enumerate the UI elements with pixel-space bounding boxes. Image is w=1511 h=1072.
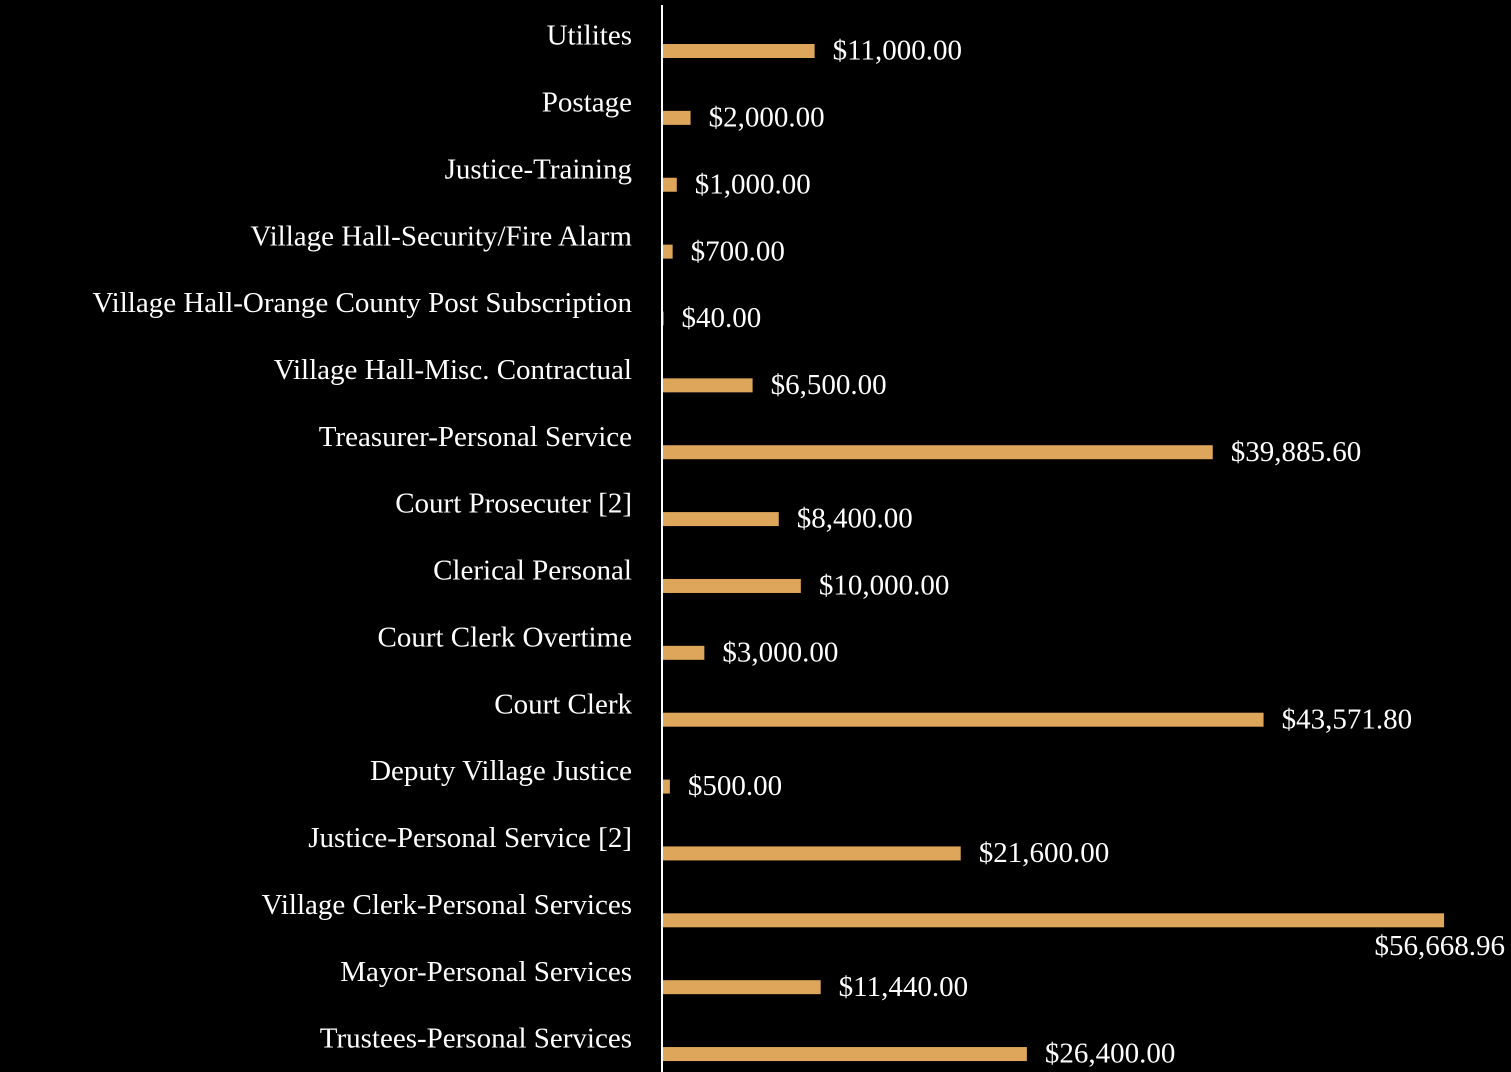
category-label: Justice-Training: [445, 153, 632, 185]
data-label: $1,000.00: [695, 168, 811, 200]
bar: [663, 846, 961, 861]
category-label: Court Prosecuter [2]: [395, 488, 632, 520]
data-label: $2,000.00: [709, 102, 825, 134]
bar: [663, 779, 670, 794]
bar: [663, 645, 705, 660]
category-label: Court Clerk Overtime: [377, 621, 632, 653]
data-label: $6,500.00: [771, 369, 887, 401]
bar: [663, 445, 1213, 460]
data-label: $11,440.00: [839, 971, 968, 1003]
category-label: Court Clerk: [494, 688, 632, 720]
category-label: Village Hall-Security/Fire Alarm: [250, 220, 632, 252]
data-label: $10,000.00: [819, 570, 950, 602]
category-label: Treasurer-Personal Service: [319, 421, 632, 453]
bar: [663, 913, 1445, 928]
bar: [663, 44, 815, 58]
bar: [663, 110, 691, 125]
bar: [663, 311, 664, 326]
category-label: Postage: [542, 87, 632, 119]
bar: [663, 244, 673, 259]
data-label: $500.00: [688, 770, 782, 802]
category-label: Trustees-Personal Services: [320, 1023, 632, 1055]
bar: [663, 378, 753, 393]
data-label: $11,000.00: [833, 35, 962, 67]
data-label: $700.00: [691, 235, 785, 267]
data-label: $56,668.96: [1375, 930, 1506, 962]
category-label: Village Hall-Orange County Post Subscrip…: [92, 287, 632, 319]
category-label: Utilites: [547, 20, 632, 52]
data-label: $3,000.00: [722, 636, 838, 668]
category-label: Mayor-Personal Services: [340, 956, 632, 988]
data-label: $43,571.80: [1282, 703, 1413, 735]
bar: [663, 712, 1264, 727]
data-label: $40.00: [682, 302, 762, 334]
data-label: $39,885.60: [1231, 436, 1362, 468]
category-label: Village Hall-Misc. Contractual: [274, 354, 632, 386]
category-label: Village Clerk-Personal Services: [262, 889, 632, 921]
category-label: Clerical Personal: [433, 555, 632, 587]
bar: [663, 177, 677, 192]
category-label: Justice-Personal Service [2]: [308, 822, 632, 854]
data-label: $8,400.00: [797, 503, 913, 535]
bar: [663, 980, 821, 995]
category-label: Deputy Village Justice: [370, 755, 632, 787]
bar: [663, 1047, 1027, 1062]
data-label: $26,400.00: [1045, 1038, 1176, 1070]
bar: [663, 578, 801, 593]
data-label: $21,600.00: [979, 837, 1110, 869]
bar: [663, 512, 779, 527]
